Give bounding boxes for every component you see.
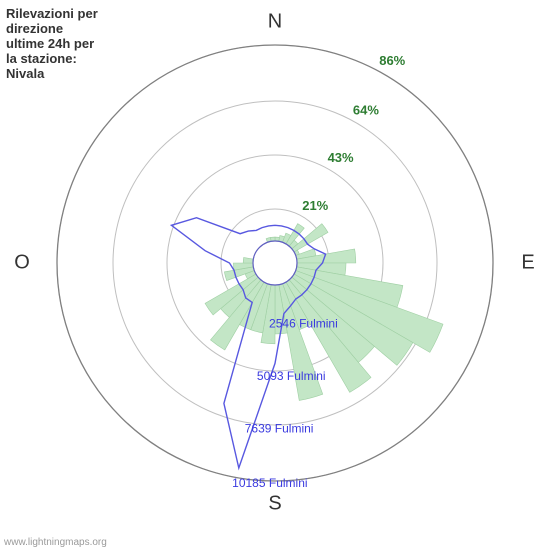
cardinal-o: O — [14, 252, 30, 275]
cardinal-n: N — [268, 11, 282, 34]
wind-rose-chart: 21% 43% 64% 86% 2546 Fulmini 5093 Fulmini 7639… — [0, 0, 550, 550]
cardinal-e: E — [521, 252, 534, 275]
chart-title: Rilevazioni per direzione ultime 24h per… — [6, 6, 98, 81]
fulmini-label: 2546 Fulmini — [269, 316, 338, 330]
footer-attribution: www.lightningmaps.org — [4, 537, 107, 548]
fulmini-label: 10185 Fulmini — [232, 476, 307, 490]
center-hole — [253, 241, 297, 285]
cardinal-s: S — [268, 493, 281, 516]
fulmini-label: 5093 Fulmini — [257, 369, 326, 383]
pct-label: 64% — [353, 102, 379, 117]
green-wedge — [243, 257, 253, 263]
pct-label: 21% — [302, 198, 328, 213]
pct-label: 43% — [328, 150, 354, 165]
pct-label: 86% — [379, 53, 405, 68]
fulmini-label: 7639 Fulmini — [245, 422, 314, 436]
